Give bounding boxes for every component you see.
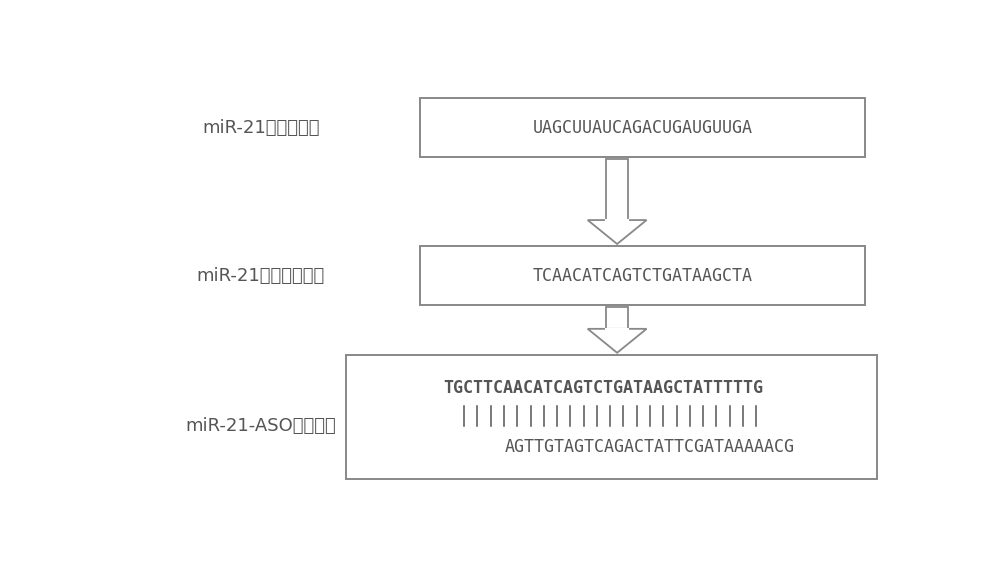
Text: AGTTGTAGTCAGACTATTCGATAAAAACG: AGTTGTAGTCAGACTATTCGATAAAAACG (505, 438, 795, 457)
Polygon shape (588, 329, 647, 353)
Bar (606, 307, 628, 329)
Text: miR-21-ASO正反义锤: miR-21-ASO正反义锤 (185, 416, 336, 434)
Bar (420, 246, 865, 305)
Text: UAGCUUAUCAGACUGAUGUUGA: UAGCUUAUCAGACUGAUGUUGA (532, 119, 752, 137)
Text: miR-21反义互补序列: miR-21反义互补序列 (196, 267, 325, 285)
Bar (606, 159, 628, 220)
Text: miR-21成熟体序列: miR-21成熟体序列 (202, 119, 319, 137)
Text: TGCTTCAACATCAGTCTGATAAGCTATTTTTG: TGCTTCAACATCAGTCTGATAAGCTATTTTTG (444, 380, 764, 397)
Text: TCAACATCAGTCTGATAAGCTA: TCAACATCAGTCTGATAAGCTA (532, 267, 752, 285)
Polygon shape (588, 220, 647, 244)
Bar (346, 355, 877, 479)
Bar (420, 98, 865, 157)
